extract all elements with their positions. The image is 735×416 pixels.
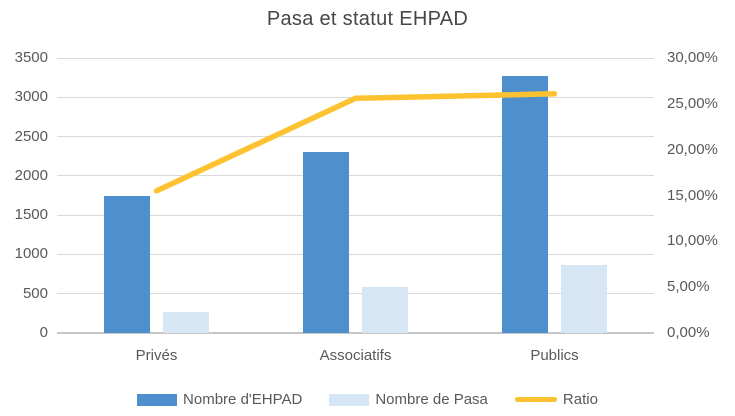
ehpad-series-swatch [137, 393, 178, 406]
category-label: Privés [135, 347, 178, 364]
right-axis-tick: 15,00% [667, 186, 718, 204]
bar-ehpad-1 [303, 152, 349, 333]
gridline [57, 175, 654, 177]
pasa-series-swatch [329, 393, 370, 406]
bar-pasa-2 [561, 265, 607, 333]
legend-label-ehpad: Nombre d'EHPAD [183, 391, 303, 408]
gridline [57, 253, 654, 255]
left-axis-tick: 0 [39, 324, 48, 341]
category-label: Publics [530, 347, 579, 364]
legend-item-pasa: Nombre de Pasa [329, 391, 488, 408]
bar-pasa-0 [163, 311, 209, 333]
legend-item-ratio: Ratio [514, 391, 598, 408]
gridline [57, 136, 654, 138]
bar-pasa-1 [362, 286, 408, 333]
left-axis-tick: 1500 [14, 206, 48, 224]
gridline [57, 293, 654, 295]
category-label: Associatifs [319, 347, 392, 364]
left-axis-tick: 2000 [14, 166, 48, 184]
left-axis-tick: 3000 [14, 88, 48, 106]
gridline [57, 57, 654, 59]
right-axis-tick: 20,00% [667, 140, 718, 158]
legend-label-pasa: Nombre de Pasa [375, 391, 488, 408]
right-axis-tick: 10,00% [667, 232, 718, 250]
legend: Nombre d'EHPAD Nombre de Pasa Ratio [0, 391, 735, 408]
left-axis-tick: 3500 [14, 49, 48, 66]
bar-ehpad-0 [104, 195, 150, 333]
chart-title: Pasa et statut EHPAD [266, 8, 469, 30]
x-axis-line [57, 332, 654, 334]
left-axis-tick: 1000 [14, 245, 48, 263]
right-axis-tick: 0,00% [667, 324, 710, 341]
legend-item-ehpad: Nombre d'EHPAD [137, 391, 302, 408]
left-axis-tick: 2500 [14, 127, 48, 145]
right-axis-tick: 25,00% [667, 94, 718, 112]
bar-ehpad-2 [502, 76, 548, 333]
left-axis-tick: 500 [22, 284, 48, 302]
ratio-series-swatch [514, 397, 557, 402]
gridline [57, 96, 654, 98]
legend-label-ratio: Ratio [562, 391, 598, 408]
right-axis-tick: 30,00% [667, 49, 718, 66]
right-axis-tick: 5,00% [667, 278, 710, 296]
gridline [57, 214, 654, 216]
